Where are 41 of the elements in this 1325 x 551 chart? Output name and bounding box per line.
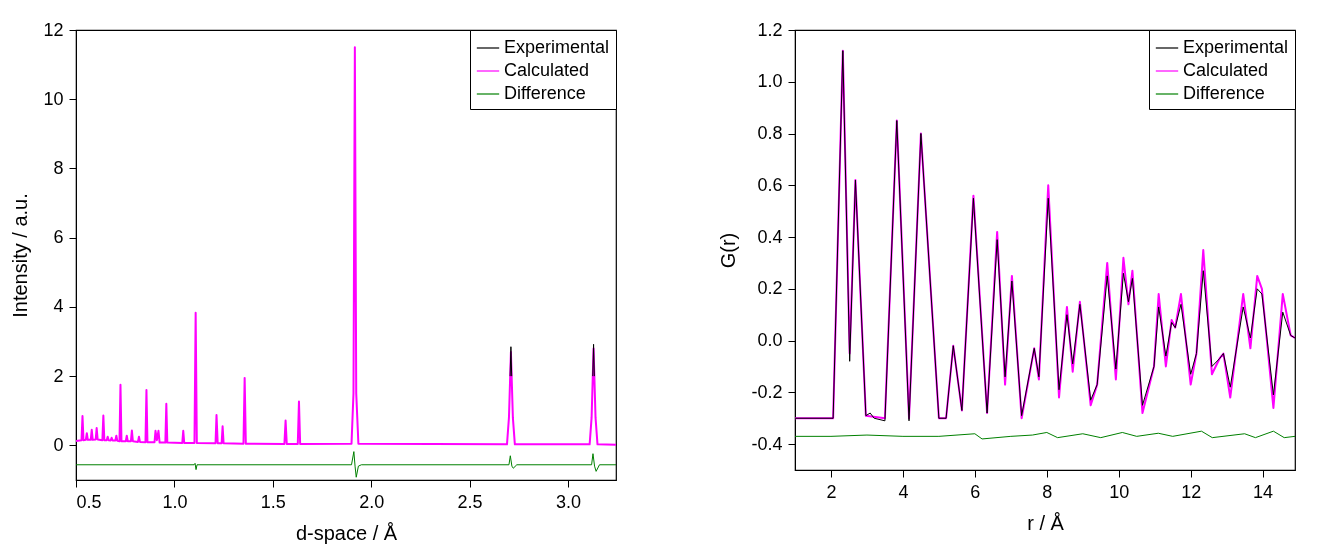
y-axis-title: Intensity / a.u. (9, 193, 32, 318)
legend-label: Experimental (504, 37, 610, 57)
legend-label: Difference (504, 83, 586, 103)
y-axis-title: G(r) (717, 232, 740, 269)
y-tick-label: -0.2 (751, 381, 783, 402)
y-tick-label: 0.0 (757, 330, 783, 351)
y-tick-label: -0.4 (751, 433, 783, 454)
x-tick-label: 14 (1253, 481, 1274, 502)
y-tick-label: 2 (53, 365, 64, 386)
x-tick-label: 2.0 (359, 491, 385, 512)
y-tick-label: 6 (53, 227, 64, 248)
x-tick-label: 0.5 (76, 491, 102, 512)
x-tick-label: 6 (970, 481, 981, 502)
x-tick-label: 2 (826, 481, 837, 502)
legend-label: Difference (1183, 83, 1265, 103)
x-tick-label: 1.5 (260, 491, 286, 512)
y-tick-label: 8 (53, 157, 64, 178)
x-axis-title: d-space / Å (295, 521, 398, 544)
y-tick-label: 0.4 (757, 226, 783, 247)
y-tick-label: 1.0 (757, 71, 783, 92)
y-tick-label: 0.2 (757, 278, 783, 299)
x-tick-label: 2.5 (457, 491, 483, 512)
x-tick-label: 4 (898, 481, 909, 502)
x-tick-label: 1.0 (162, 491, 188, 512)
y-tick-label: 4 (53, 296, 64, 317)
y-tick-label: 10 (43, 88, 64, 109)
y-tick-label: 12 (43, 19, 64, 40)
y-tick-label: 0.6 (757, 174, 783, 195)
y-tick-label: 0.8 (757, 123, 783, 144)
x-tick-label: 8 (1042, 481, 1053, 502)
legend-label: Experimental (1183, 37, 1289, 57)
x-tick-label: 3.0 (555, 491, 581, 512)
x-axis-title: r / Å (1027, 511, 1065, 534)
line-series (795, 430, 1295, 440)
line-series (76, 451, 616, 478)
legend-label: Calculated (1183, 60, 1269, 80)
x-tick-label: 10 (1109, 481, 1130, 502)
x-tick-label: 12 (1181, 481, 1202, 502)
y-tick-label: 1.2 (757, 19, 783, 40)
y-tick-label: 0 (53, 434, 64, 455)
legend-label: Calculated (504, 60, 590, 80)
